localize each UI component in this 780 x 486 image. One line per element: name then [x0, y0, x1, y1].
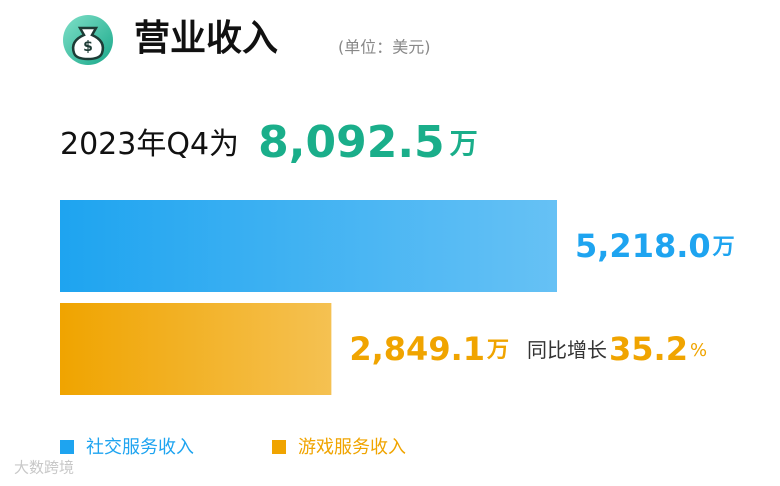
growth-label: 同比增长: [527, 338, 607, 362]
growth-unit: %: [690, 340, 707, 361]
value-number: 5,218.0: [575, 227, 711, 265]
headline-total: 8,092.5: [258, 117, 445, 168]
headline-unit: 万: [450, 127, 478, 160]
bar: [60, 200, 557, 292]
title-icon: $: [63, 15, 113, 65]
chart-title: 营业收入: [134, 18, 278, 59]
value-unit: 万: [712, 235, 735, 260]
value-label: 2,849.1万 同比增长35.2%: [349, 330, 707, 368]
growth-value: 35.2: [609, 330, 688, 368]
legend-swatch: [60, 440, 74, 454]
headline-prefix: 2023年Q4为: [60, 127, 239, 162]
legend-label: 社交服务收入: [86, 437, 194, 458]
value-unit: 万: [486, 338, 509, 363]
legend-swatch: [272, 440, 286, 454]
bar: [60, 303, 332, 395]
value-label: 5,218.0万: [575, 227, 735, 265]
headline: 2023年Q4为 8,092.5 万: [60, 117, 478, 168]
legend-label: 游戏服务收入: [298, 437, 406, 458]
svg-text:$: $: [83, 39, 93, 55]
subtitle: (单位：美元): [338, 38, 431, 57]
watermark: 大数跨境: [14, 459, 74, 477]
value-number: 2,849.1: [349, 330, 485, 368]
